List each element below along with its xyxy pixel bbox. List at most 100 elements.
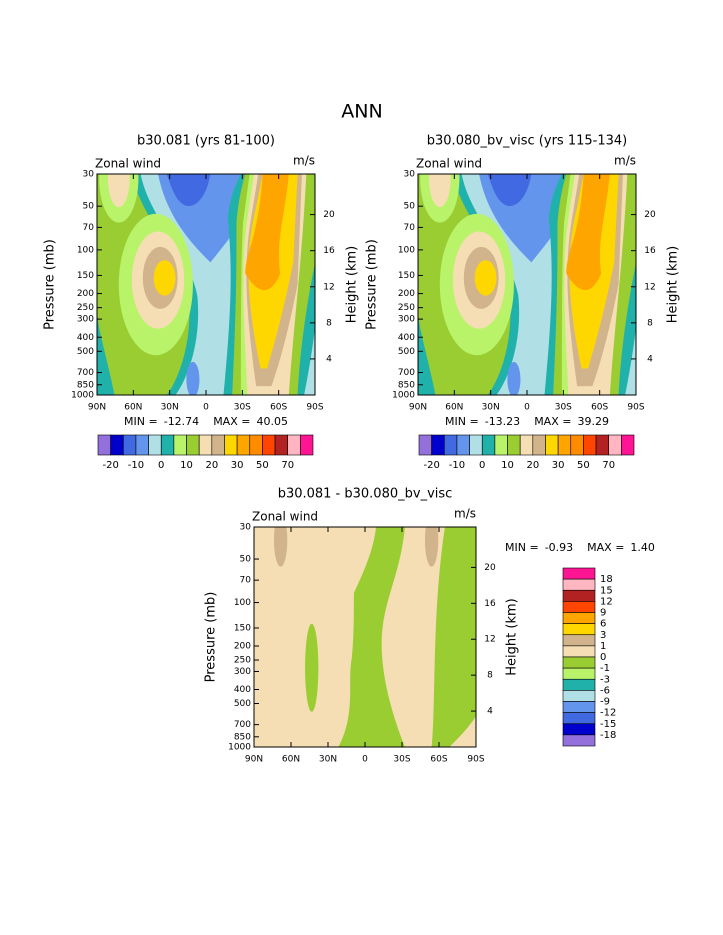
colorbar-label: 20 (205, 460, 218, 471)
y-tick-label: 150 (398, 271, 415, 281)
colorbar-box (545, 434, 559, 456)
y2-tick-label: 12 (484, 635, 495, 645)
y-tick-label: 100 (234, 598, 251, 608)
colorbar-box (211, 434, 225, 456)
colorbar-box (224, 434, 238, 456)
right-string: m/s (454, 507, 476, 521)
y-tick-label: 200 (398, 289, 415, 299)
colorbar-label: 30 (552, 460, 565, 471)
y-tick-label: 850 (234, 732, 251, 742)
y2-axis-label: Height (km) (505, 598, 520, 675)
contour-region (304, 328, 315, 395)
colorbar-label: 50 (256, 460, 269, 471)
stat-value: 1.40 (630, 541, 655, 554)
y-tick-label: 200 (234, 642, 251, 652)
colorbar-box (562, 567, 596, 580)
colorbar-label: 18 (600, 574, 613, 585)
y2-tick-label: 8 (487, 671, 493, 681)
y-tick-label: 150 (77, 271, 94, 281)
stat-value: 40.05 (256, 415, 288, 428)
x-tick-label: 30S (393, 755, 410, 765)
colorbar-box (148, 434, 162, 456)
y-axis-label: Pressure (mb) (43, 239, 58, 330)
y2-tick-label: 8 (326, 318, 332, 328)
stat-value: -13.23 (485, 415, 520, 428)
x-tick-label: 90N (88, 403, 106, 413)
colorbar-label: -9 (600, 697, 610, 708)
y-tick-label: 700 (398, 368, 415, 378)
y-tick-label: 50 (404, 202, 416, 212)
x-tick-label: 60S (270, 403, 287, 413)
colorbar-label: -20 (102, 460, 118, 471)
contour-region (625, 328, 636, 395)
y-tick-label: 250 (77, 303, 94, 313)
colorbar-box (595, 434, 610, 456)
colorbar-box (562, 589, 596, 602)
y-tick-label: 1000 (392, 391, 415, 401)
contour-group (418, 174, 636, 395)
y-tick-label: 850 (398, 380, 415, 390)
y2-axis-label: Height (km) (666, 246, 681, 323)
colorbar-box (562, 690, 596, 702)
left-string: Zonal wind (252, 510, 318, 524)
colorbar-box (532, 434, 546, 456)
colorbar-box (562, 578, 596, 591)
y-tick-label: 300 (234, 667, 251, 677)
colorbar-label: 0 (600, 652, 606, 663)
colorbar-box (562, 667, 596, 680)
min-max: MIN = -0.93 MAX = 1.40 (505, 541, 655, 554)
colorbar-label: -20 (423, 460, 439, 471)
colorbar-label: -15 (600, 719, 616, 730)
x-tick-label: 30N (161, 403, 179, 413)
colorbar-box (456, 434, 470, 456)
y-tick-label: 30 (240, 523, 252, 533)
colorbar-box (300, 434, 314, 456)
colorbar-box (562, 634, 596, 647)
colorbar-box (236, 434, 251, 456)
right-string: m/s (293, 154, 315, 168)
min-max: MIN = -12.74 MAX = 40.05 (124, 415, 288, 428)
colorbar-box (562, 678, 596, 691)
y-tick-label: 300 (398, 315, 415, 325)
y-tick-label: 150 (234, 623, 251, 633)
colorbar-box (608, 434, 622, 456)
colorbar-box (110, 434, 124, 456)
colorbar-label: -10 (449, 460, 465, 471)
contour-group (254, 527, 476, 747)
y-tick-label: 1000 (71, 391, 94, 401)
y-tick-label: 30 (83, 170, 95, 180)
x-tick-label: 90N (245, 755, 263, 765)
colorbar-box (481, 434, 496, 456)
y2-tick-label: 12 (323, 282, 334, 292)
x-tick-label: 90S (467, 755, 484, 765)
colorbar-label: 1 (600, 641, 606, 652)
colorbar-label: -10 (128, 460, 144, 471)
stat-label: MAX = (213, 415, 250, 428)
colorbar-box (418, 434, 432, 456)
x-tick-label: 30S (555, 403, 572, 413)
y2-tick-label: 4 (326, 354, 332, 364)
colorbar-label: 3 (600, 630, 606, 641)
colorbar-label: 10 (180, 460, 193, 471)
colorbar-box (507, 434, 521, 456)
colorbar-box (287, 434, 301, 456)
y2-tick-label: 16 (484, 599, 496, 609)
x-tick-label: 30N (319, 755, 337, 765)
colorbar-label: 50 (577, 460, 590, 471)
y2-tick-label: 16 (644, 246, 656, 256)
x-tick-label: 90S (627, 403, 644, 413)
colorbar-box (122, 434, 137, 456)
colorbar-box (186, 434, 200, 456)
y-tick-label: 850 (77, 380, 94, 390)
colorbar-label: -3 (600, 674, 610, 685)
colorbar-label: 12 (600, 596, 613, 607)
colorbar-box (562, 612, 596, 624)
colorbar-label: -12 (600, 708, 616, 719)
y2-tick-label: 4 (487, 707, 493, 717)
contour-region (186, 361, 200, 395)
x-tick-label: 60N (282, 755, 300, 765)
y-tick-label: 250 (234, 656, 251, 666)
colorbar-box (431, 434, 445, 456)
y-tick-label: 300 (77, 315, 94, 325)
